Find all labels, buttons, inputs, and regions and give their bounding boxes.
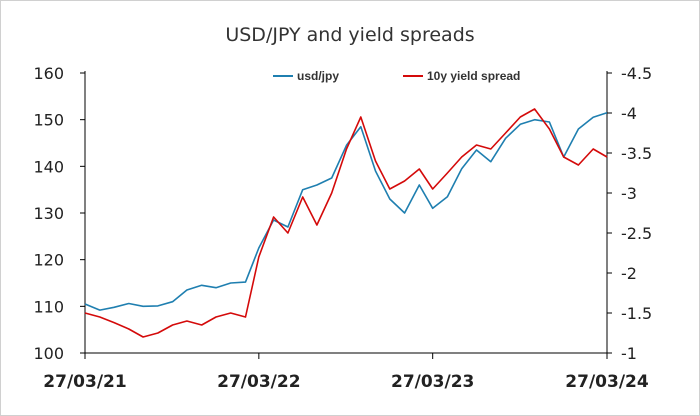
left-tick-label: 100	[33, 344, 64, 363]
left-tick-label: 110	[33, 297, 64, 316]
legend-label-usdjpy: usd/jpy	[297, 69, 339, 83]
series-layer	[84, 108, 608, 338]
x-tick-label: 27/03/22	[217, 372, 300, 392]
legend-label-spread: 10y yield spread	[427, 69, 520, 83]
left-tick-label: 150	[33, 111, 64, 130]
x-tick-label: 27/03/23	[391, 372, 474, 392]
right-tick-label: -1	[621, 344, 637, 363]
right-tick-label: -4	[621, 104, 637, 123]
right-tick-label: -2.5	[621, 224, 652, 243]
legend: usd/jpy 10y yield spread	[273, 69, 520, 83]
x-tick-label: 27/03/24	[565, 372, 649, 392]
right-tick-label: -4.5	[621, 64, 652, 83]
left-tick-label: 140	[33, 157, 64, 176]
right-tick-label: -3.5	[621, 144, 652, 163]
right-tick-label: -2	[621, 264, 637, 283]
right-tick-label: -1.5	[621, 304, 652, 323]
usdjpy-line	[84, 111, 608, 311]
right-tick-label: -3	[621, 184, 637, 203]
x-tick-label: 27/03/21	[43, 372, 126, 392]
left-tick-label: 120	[33, 251, 64, 270]
spread-line	[84, 108, 608, 338]
chart-title: USD/JPY and yield spreads	[225, 24, 474, 46]
left-tick-label: 160	[33, 64, 64, 83]
left-tick-label: 130	[33, 204, 64, 223]
axes: 100 110 120 130 140 150 160 -1 -1.5 -2 -2.5 -3 -3.5 -…	[33, 64, 652, 392]
